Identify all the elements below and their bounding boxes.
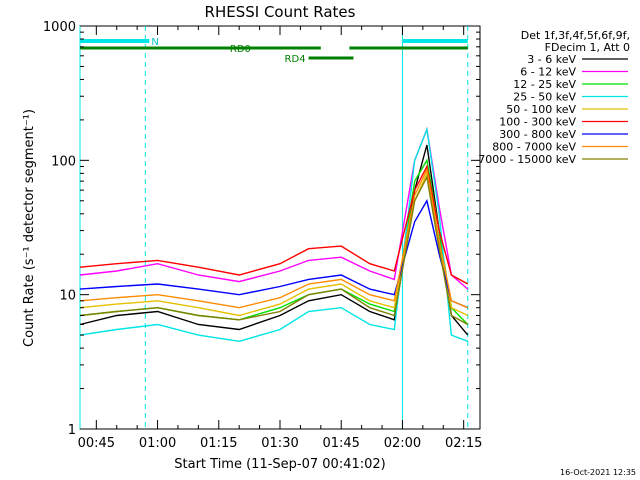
x-tick-label: 00:45 [78, 436, 115, 451]
legend-label: 3 - 6 keV [527, 53, 576, 66]
legend-label: 12 - 25 keV [513, 78, 576, 91]
series-line-3 [79, 126, 469, 343]
decimation-bar-label: RD4 [285, 54, 306, 65]
series-line-7 [79, 167, 469, 309]
series-line-8 [79, 174, 469, 326]
y-tick-label: 1000 [43, 20, 76, 35]
y-tick-label: 1 [68, 423, 76, 438]
night-bar-label: N [151, 37, 158, 48]
chart-title: RHESSI Count Rates [205, 3, 356, 21]
series-line-4 [79, 171, 469, 317]
y-tick-label: 100 [51, 154, 76, 169]
x-tick-label: 01:30 [261, 436, 298, 451]
legend-label: 6 - 12 keV [520, 66, 576, 79]
series-line-6 [79, 198, 469, 309]
y-axis: 1 10 100 1000 [43, 20, 480, 438]
legend-label: 100 - 300 keV [499, 116, 576, 129]
y-axis-label: Count Rate (s⁻¹ detector segment⁻¹) [22, 109, 37, 347]
legend: Det 1f,3f,4f,5f,6f,9f, FDecim 1, Att 0 3… [478, 29, 630, 166]
x-tick-label: 02:00 [384, 436, 421, 451]
legend-label: 800 - 7000 keV [492, 141, 576, 154]
legend-label: 7000 - 15000 keV [478, 153, 576, 166]
legend-label: 25 - 50 keV [513, 91, 576, 104]
x-tick-label: 02:15 [445, 436, 482, 451]
plot-frame [79, 25, 481, 430]
series-line-0 [79, 144, 469, 336]
x-tick-label: 01:00 [139, 436, 176, 451]
decimation-bar-label: RD0 [230, 44, 251, 55]
series-layer [79, 126, 469, 343]
x-axis-label: Start Time (11-Sep-07 00:41:02) [174, 457, 385, 472]
x-axis: 00:45 01:00 01:15 01:30 01:45 02:00 02:15 [78, 26, 482, 451]
footer-date: 16-Oct-2021 12:35 [560, 468, 636, 477]
legend-header-line-2: FDecim 1, Att 0 [545, 41, 630, 54]
legend-label: 300 - 800 keV [499, 128, 576, 141]
legend-header-line-1: Det 1f,3f,4f,5f,6f,9f, [521, 29, 630, 42]
x-tick-label: 01:45 [322, 436, 359, 451]
y-tick-label: 10 [59, 289, 76, 304]
x-tick-label: 01:15 [200, 436, 237, 451]
series-line-5 [79, 164, 469, 285]
legend-label: 50 - 100 keV [506, 103, 576, 116]
marker-layer: N RD0 RD4 [79, 26, 469, 429]
